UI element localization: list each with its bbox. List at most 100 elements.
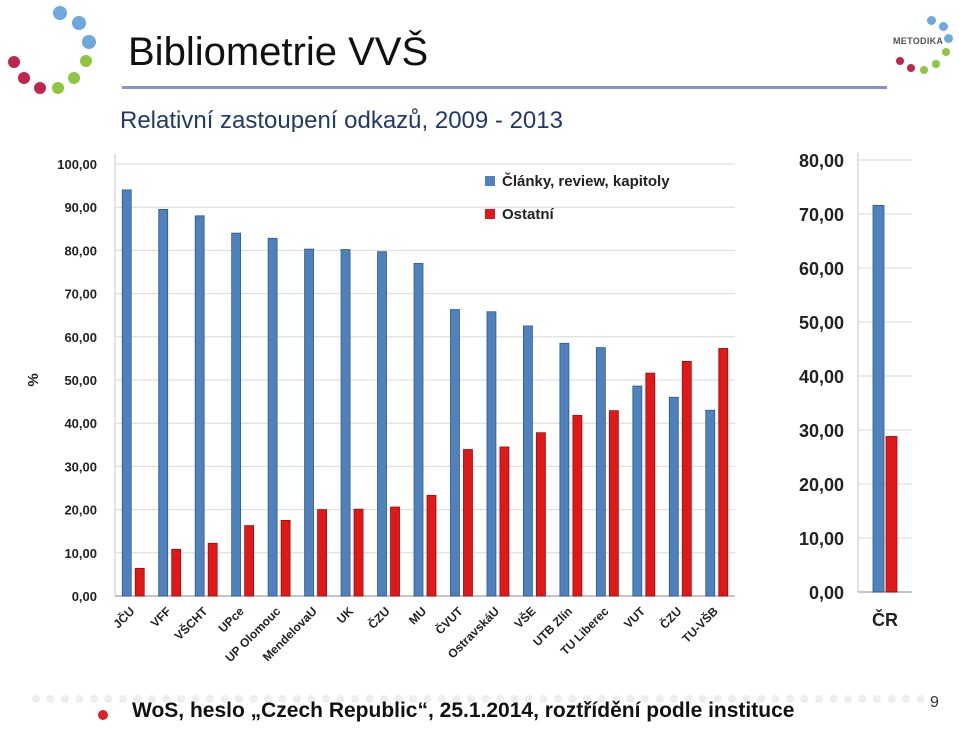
chart-area: 0,00 10,00 20,00 30,00 40,00 50,00 60,00 70,00 8… xyxy=(0,140,959,700)
decor-dot xyxy=(713,695,722,703)
x-tick-label: VŠCHT xyxy=(171,603,211,643)
logo-dot xyxy=(82,35,96,49)
bar-articles xyxy=(668,396,679,597)
legend-swatch xyxy=(485,209,495,219)
logo-dot xyxy=(68,72,80,84)
logo-dot xyxy=(942,48,950,56)
x-tick-label: UPce xyxy=(216,604,247,635)
decor-dot xyxy=(554,695,562,703)
bar-other xyxy=(207,542,218,597)
x-tick-label: TU-VŠB xyxy=(679,603,721,645)
x-tick-label: JČU xyxy=(110,604,138,632)
bar-other xyxy=(426,494,437,597)
decorative-dots xyxy=(32,695,925,703)
decor-dot xyxy=(496,695,504,703)
decor-dot xyxy=(365,695,374,703)
bar-other xyxy=(681,361,692,597)
bar-other xyxy=(280,519,291,597)
decor-dot xyxy=(583,695,591,703)
logo-dot xyxy=(939,22,948,31)
bar-other xyxy=(885,436,898,593)
decor-dot xyxy=(670,695,678,703)
logo-dot xyxy=(18,72,30,84)
y-tick-label: 60,00 xyxy=(799,259,844,279)
decor-dot xyxy=(902,695,910,703)
legend-swatch xyxy=(485,176,495,186)
bar-articles xyxy=(632,385,643,597)
decor-dot xyxy=(423,695,432,703)
bar-articles xyxy=(121,189,132,597)
decor-dot xyxy=(336,695,345,703)
bar-articles xyxy=(413,262,424,597)
bar-articles xyxy=(872,204,885,593)
decor-dot xyxy=(322,695,330,703)
bar-other xyxy=(171,548,182,597)
decor-dot xyxy=(612,695,620,703)
decor-dot xyxy=(684,695,693,703)
decor-dot xyxy=(32,695,40,703)
logo-dot xyxy=(920,66,928,74)
y-tick-label: 30,00 xyxy=(799,421,844,441)
decor-dot xyxy=(235,695,243,703)
decor-dot xyxy=(249,695,258,703)
decor-dot xyxy=(568,695,577,703)
bar-articles xyxy=(194,215,205,597)
bar-articles xyxy=(523,325,533,597)
title-divider xyxy=(122,86,887,89)
bar-other xyxy=(463,449,473,597)
y-tick-label: 40,00 xyxy=(64,416,97,431)
bar-other xyxy=(608,410,619,597)
decor-dot xyxy=(380,695,388,703)
decor-dot xyxy=(728,695,736,703)
decor-dot xyxy=(916,695,925,703)
y-tick-label: 40,00 xyxy=(799,367,844,387)
bar-articles xyxy=(304,248,314,597)
decor-dot xyxy=(786,695,794,703)
logo-dot xyxy=(932,60,940,68)
decor-dot xyxy=(887,695,896,703)
y-tick-label: 20,00 xyxy=(64,503,97,518)
page-number: 9 xyxy=(930,694,939,711)
decor-dot xyxy=(351,695,359,703)
y-tick-label: 0,00 xyxy=(72,589,97,604)
y-tick-label: 70,00 xyxy=(799,205,844,225)
y-tick-label: 20,00 xyxy=(799,475,844,495)
y-tick-label: 30,00 xyxy=(64,459,97,474)
decor-dot xyxy=(525,695,533,703)
decor-dot xyxy=(104,695,113,703)
bar-other xyxy=(353,508,364,597)
bar-articles xyxy=(377,251,387,597)
decor-dot xyxy=(800,695,809,703)
decor-dot xyxy=(191,695,200,703)
decor-dot xyxy=(409,695,417,703)
decor-dot xyxy=(539,695,548,703)
decor-dot xyxy=(220,695,229,703)
decor-dot xyxy=(90,695,98,703)
decor-dot xyxy=(119,695,127,703)
logo-dot xyxy=(34,82,46,94)
logo-dot xyxy=(896,57,904,65)
bar-other xyxy=(645,372,656,597)
logo-dot xyxy=(72,16,86,30)
legend-label: Články, review, kapitoly xyxy=(502,172,670,190)
chart-svg: 0,00 10,00 20,00 30,00 40,00 50,00 60,00 70,00 8… xyxy=(25,151,912,665)
slide-subtitle: Relativní zastoupení odkazů, 2009 - 2013 xyxy=(120,107,563,132)
decor-dot xyxy=(394,695,403,703)
bullet-icon xyxy=(98,710,108,720)
bar-articles xyxy=(486,311,497,597)
decor-dot xyxy=(510,695,519,703)
x-tick-label: ČZU xyxy=(656,604,684,632)
bar-articles xyxy=(595,347,606,597)
logo-dot xyxy=(8,56,20,68)
logo-dot xyxy=(53,6,67,20)
bar-other xyxy=(572,415,583,597)
y-tick-label: 50,00 xyxy=(799,313,844,333)
decor-dot xyxy=(481,695,490,703)
y-tick-label: 80,00 xyxy=(64,243,97,258)
slide-title: Bibliometrie VVŠ xyxy=(128,30,429,74)
logo-dot xyxy=(80,55,92,67)
decor-dot xyxy=(75,695,84,703)
y-tick-label: 80,00 xyxy=(799,151,844,171)
y-tick-label: 10,00 xyxy=(64,546,97,561)
bar-other xyxy=(134,567,145,597)
